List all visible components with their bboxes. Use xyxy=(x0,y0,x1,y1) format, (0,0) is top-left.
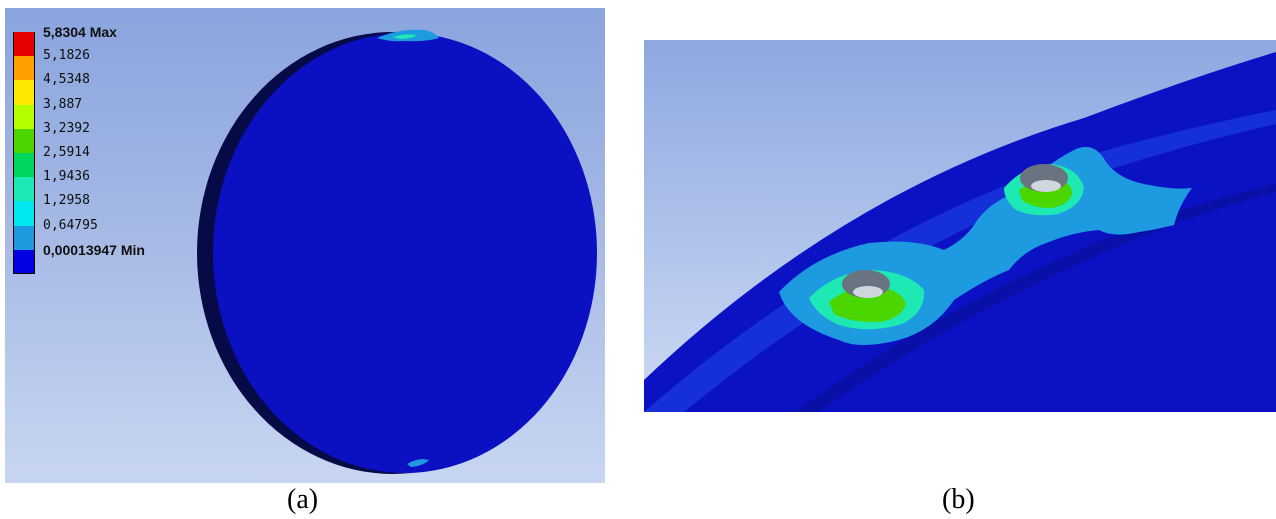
legend-swatch xyxy=(13,249,35,274)
bolt-hole-2-bottom xyxy=(1031,180,1061,192)
legend-label: 4,5348 xyxy=(43,72,90,88)
legend-swatch xyxy=(13,201,35,226)
legend-swatch xyxy=(13,225,35,250)
legend-label: 0,00013947 Min xyxy=(43,241,145,258)
legend-label: 5,8304 Max xyxy=(43,24,117,40)
caption-a: (a) xyxy=(287,484,319,515)
legend-swatch xyxy=(13,128,35,153)
disc-edge-zoom xyxy=(644,52,1276,412)
stress-spot-bottom xyxy=(407,459,429,467)
legend-swatch xyxy=(13,56,35,81)
legend-swatch xyxy=(13,177,35,202)
legend-label: 5,1826 xyxy=(43,48,90,64)
legend-label: 1,2958 xyxy=(43,193,90,209)
caption-b: (b) xyxy=(942,484,975,515)
legend-label: 0,64795 xyxy=(43,217,98,233)
legend-label: 3,2392 xyxy=(43,120,90,136)
rim-band xyxy=(644,110,1276,412)
legend-label: 2,5914 xyxy=(43,144,90,160)
disc-face xyxy=(213,33,597,473)
legend-swatch xyxy=(13,80,35,105)
result-view-b xyxy=(644,40,1276,412)
result-view-a: 5,8304 Max 5,1826 4,5348 3,887 3,2392 2,… xyxy=(5,8,605,483)
bolt-hole-1-bottom xyxy=(853,286,883,298)
legend-label: 3,887 xyxy=(43,96,83,112)
legend-swatch xyxy=(13,32,35,57)
legend-swatch xyxy=(13,104,35,129)
stress-spot-top-inner xyxy=(393,34,417,39)
legend-swatch xyxy=(13,152,35,178)
legend-label: 1,9436 xyxy=(43,169,90,185)
disc-model xyxy=(197,29,597,474)
stress-core-hole1 xyxy=(829,285,906,323)
inner-ridge xyxy=(794,184,1276,412)
